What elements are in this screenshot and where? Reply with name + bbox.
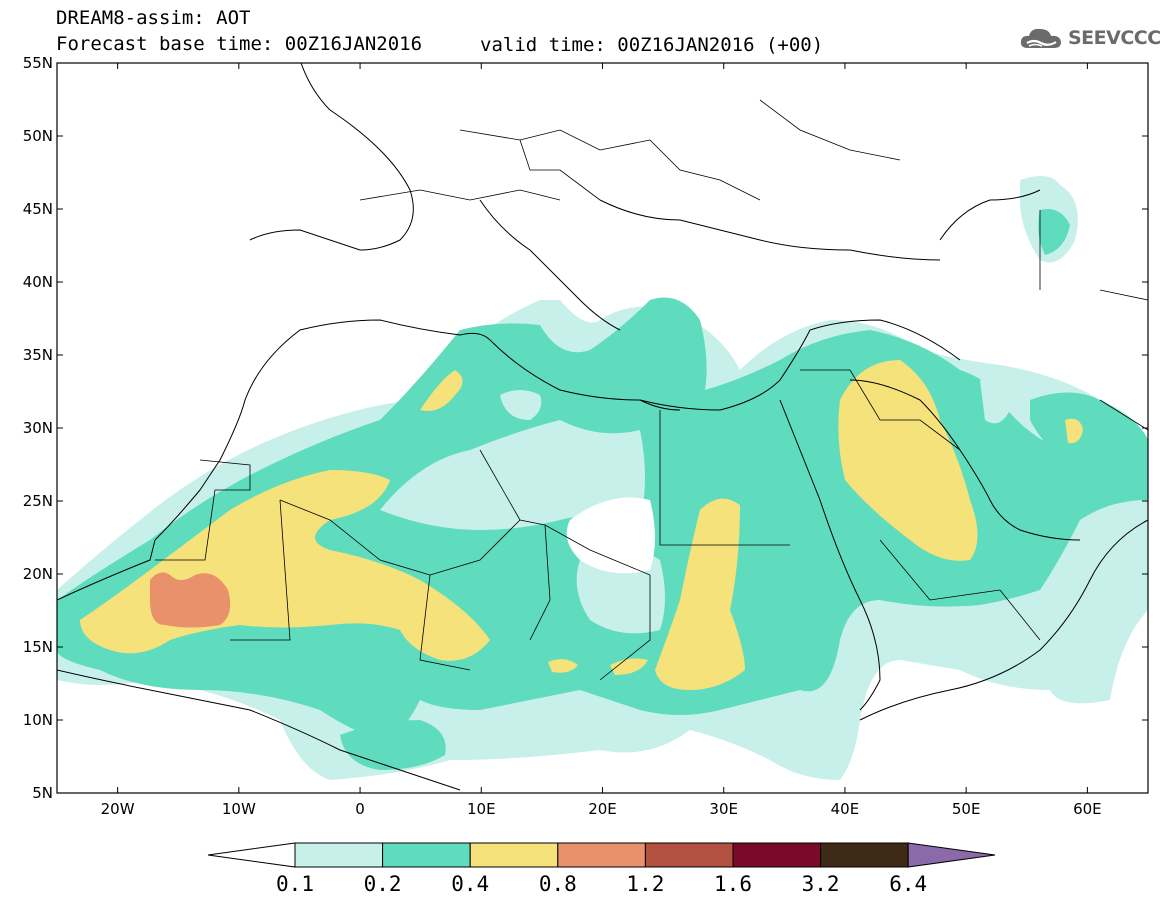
colorbar-label: 0.8 <box>538 872 577 896</box>
lat-tick-label: 10N <box>23 711 53 729</box>
lon-tick-label: 20W <box>101 800 135 818</box>
forecast-base-time: Forecast base time: 00Z16JAN2016 <box>56 33 423 55</box>
lat-tick-label: 5N <box>32 784 53 802</box>
cloud-icon <box>1020 28 1061 48</box>
axis-ticks: 55N 50N 45N 40N 35N 30N 25N 20N 15N 10N 5N 20W 10W 0 1… <box>23 54 1148 818</box>
country-borders <box>155 99 1148 681</box>
seevccc-logo: SEEVCCC <box>1018 24 1161 52</box>
lat-tick-label: 25N <box>23 492 53 510</box>
lon-tick-label: 0 <box>355 800 365 818</box>
aot-band-0.8 <box>150 572 231 628</box>
colorbar-label: 0.1 <box>276 872 314 896</box>
lat-tick-label: 30N <box>23 419 53 437</box>
colorbar-label: 0.2 <box>363 872 402 896</box>
lon-tick-label: 10E <box>467 800 496 818</box>
logo-text: SEEVCCC <box>1068 27 1161 49</box>
valid-time: valid time: 00Z16JAN2016 (+00) <box>480 34 824 56</box>
aot-contours <box>57 63 1148 791</box>
colorbar-label: 0.4 <box>451 872 490 896</box>
lat-tick-label: 35N <box>23 346 53 364</box>
lon-tick-label: 40E <box>831 800 860 818</box>
lat-tick-label: 50N <box>23 127 53 145</box>
lat-tick-label: 15N <box>23 638 53 656</box>
colorbar-label: 3.2 <box>801 872 840 896</box>
lon-tick-label: 50E <box>952 800 981 818</box>
lon-tick-label: 30E <box>709 800 738 818</box>
lat-tick-label: 20N <box>23 565 53 583</box>
colorbar-label: 1.2 <box>626 872 665 896</box>
colorbar-label: 1.6 <box>714 872 752 896</box>
lat-tick-label: 55N <box>23 54 53 72</box>
lon-tick-label: 10W <box>222 800 256 818</box>
colorbar-label: 6.4 <box>889 872 928 896</box>
map-title: DREAM8-assim: AOT <box>56 7 251 29</box>
lat-tick-label: 45N <box>23 200 53 218</box>
aot-holes-white <box>566 497 655 574</box>
coastlines <box>57 63 1148 791</box>
lon-tick-label: 60E <box>1073 800 1102 818</box>
lat-tick-label: 40N <box>23 273 53 291</box>
lon-tick-label: 20E <box>588 800 617 818</box>
